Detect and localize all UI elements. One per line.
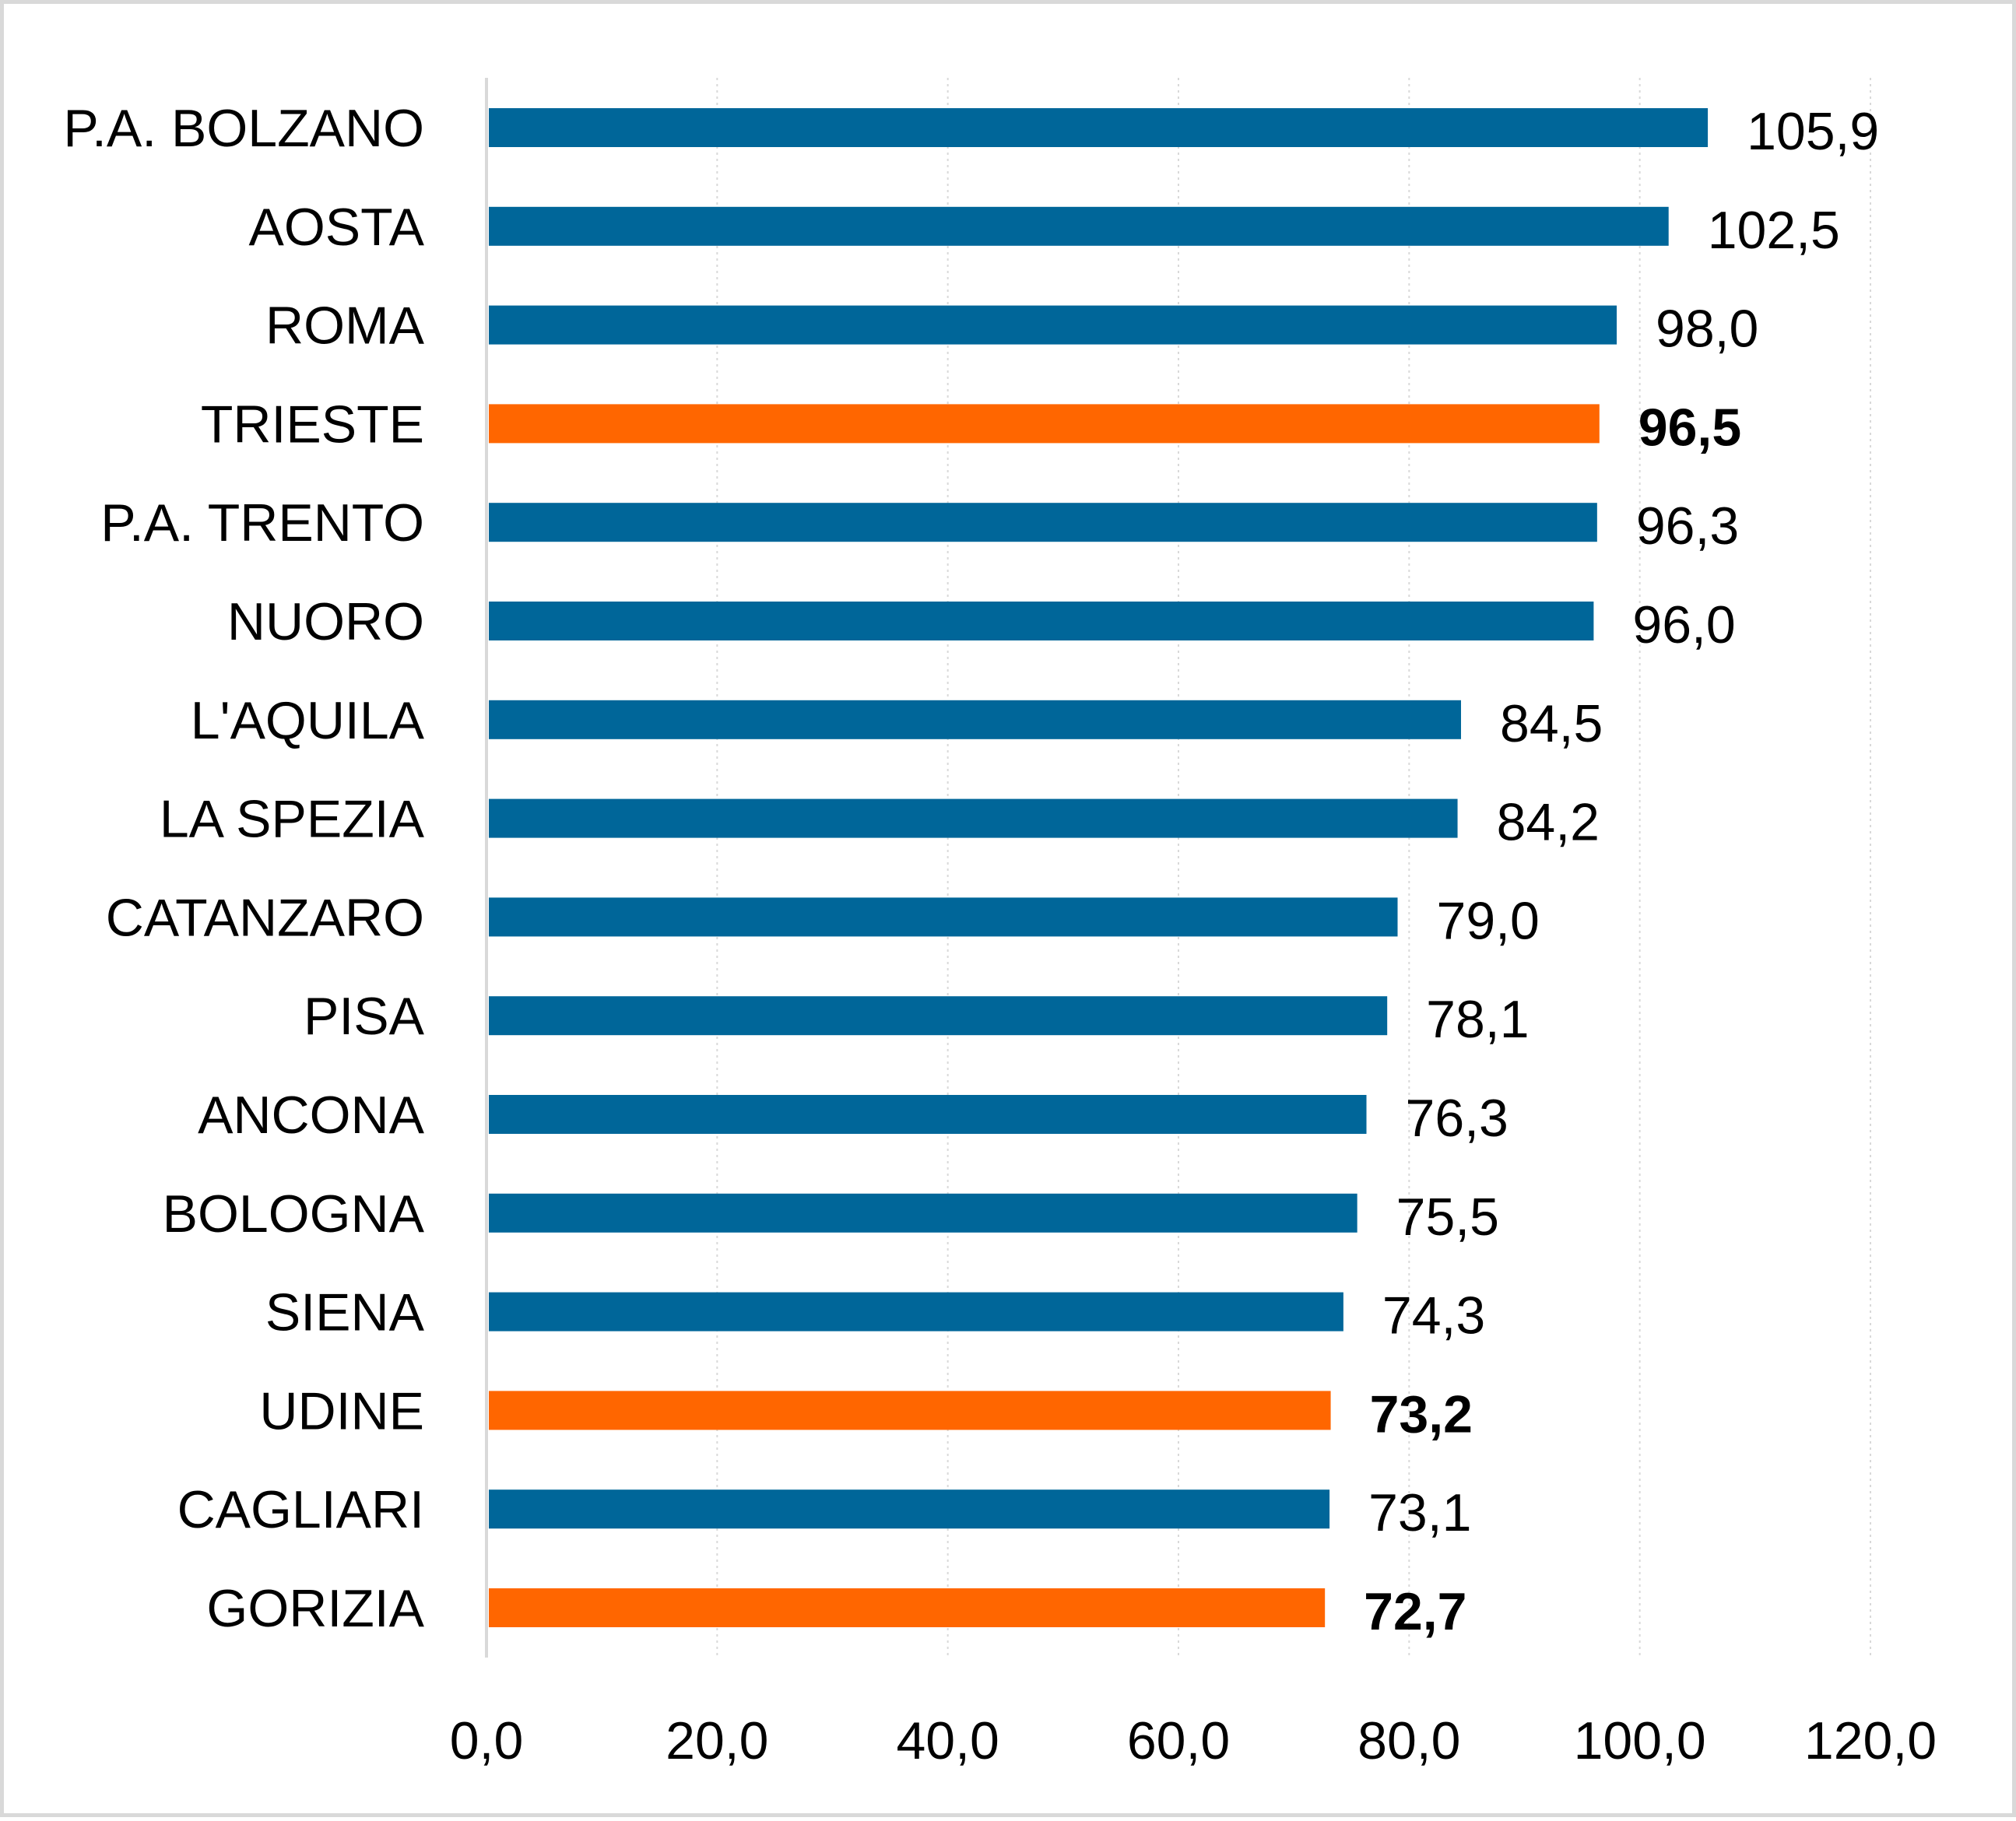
value-label: 96,5 <box>1638 398 1741 457</box>
bar <box>489 897 1398 937</box>
category-labels: P.A. BOLZANO AOSTA ROMA TRIESTE P.A. TRENTO N… <box>63 99 424 1638</box>
x-tick-label: 40,0 <box>896 1711 999 1770</box>
bars <box>489 108 1709 1627</box>
x-tick-label: 80,0 <box>1357 1711 1460 1770</box>
bar <box>489 1292 1343 1332</box>
value-label: 78,1 <box>1426 990 1529 1049</box>
category-label: SIENA <box>265 1283 425 1342</box>
category-label: UDINE <box>259 1381 424 1440</box>
category-label: TRIESTE <box>201 395 424 454</box>
bar-chart: P.A. BOLZANO AOSTA ROMA TRIESTE P.A. TRENTO N… <box>63 78 1937 1770</box>
value-label: 84,5 <box>1500 694 1603 753</box>
x-tick-label: 60,0 <box>1127 1711 1230 1770</box>
value-labels: 105,9 102,5 98,0 96,5 96,3 96,0 84,5 84,2 79,0 78… <box>1364 102 1879 1641</box>
category-label: AOSTA <box>249 198 425 257</box>
bar <box>489 206 1669 246</box>
value-label: 73,2 <box>1370 1384 1473 1444</box>
value-label: 74,3 <box>1382 1286 1485 1346</box>
bar <box>489 305 1617 345</box>
bar <box>489 1588 1326 1627</box>
category-label: NUORO <box>227 592 424 651</box>
x-axis-tick-labels: 0,0 20,0 40,0 60,0 80,0 100,0 120,0 <box>450 1711 1937 1770</box>
bar <box>489 1391 1331 1430</box>
value-label: 75,5 <box>1396 1188 1499 1247</box>
value-label: 98,0 <box>1656 300 1758 359</box>
value-label: 84,2 <box>1497 793 1600 852</box>
value-label: 72,7 <box>1364 1582 1466 1641</box>
category-label: ROMA <box>265 296 425 356</box>
category-label: P.A. BOLZANO <box>63 99 424 158</box>
value-label: 96,0 <box>1632 595 1735 654</box>
x-tick-label: 100,0 <box>1574 1711 1706 1770</box>
bar <box>489 996 1388 1036</box>
bar <box>489 1095 1367 1134</box>
bar <box>489 404 1600 444</box>
category-label: CAGLIARI <box>177 1480 424 1539</box>
bar <box>489 1489 1330 1529</box>
category-label: P.A. TRENTO <box>100 493 424 553</box>
category-label: CATANZARO <box>106 888 424 947</box>
category-label: GORIZIA <box>206 1579 424 1638</box>
x-tick-label: 120,0 <box>1804 1711 1937 1770</box>
bar <box>489 700 1462 739</box>
category-label: L'AQUILA <box>191 691 425 750</box>
category-label: PISA <box>304 987 425 1046</box>
bar <box>489 602 1594 640</box>
category-label: ANCONA <box>198 1086 425 1145</box>
bar <box>489 798 1458 838</box>
value-label: 96,3 <box>1636 496 1739 556</box>
value-label: 73,1 <box>1368 1483 1471 1542</box>
value-label: 79,0 <box>1437 891 1540 950</box>
category-label: BOLOGNA <box>163 1184 425 1244</box>
bar <box>489 503 1597 542</box>
category-label: LA SPEZIA <box>160 790 425 849</box>
value-label: 76,3 <box>1406 1089 1508 1148</box>
value-label: 102,5 <box>1708 201 1840 260</box>
value-label: 105,9 <box>1747 102 1879 161</box>
x-tick-label: 20,0 <box>666 1711 768 1770</box>
x-tick-label: 0,0 <box>450 1711 524 1770</box>
bar <box>489 1193 1357 1233</box>
bar <box>489 108 1709 147</box>
